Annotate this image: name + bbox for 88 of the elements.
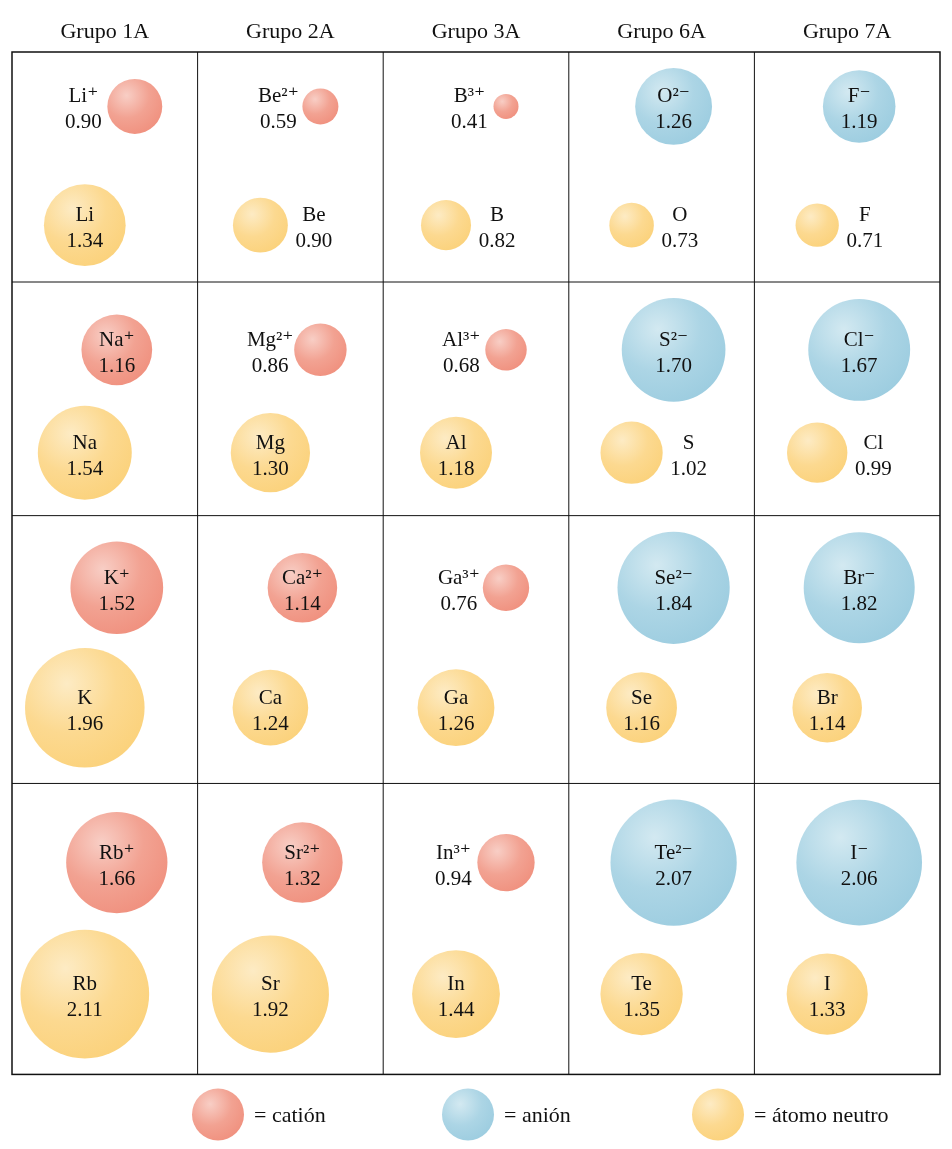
category-label: Sr²⁺ [284, 839, 321, 864]
text: Grupo 3A [431, 18, 521, 43]
data-label: 0.59 [260, 109, 297, 134]
data-label: 1.32 [284, 865, 321, 890]
data-label: 1.52 [98, 590, 136, 615]
data-label: 1.54 [66, 455, 104, 480]
data-label: 1.26 [437, 710, 475, 735]
data-label: 0.82 [478, 228, 516, 253]
category-label: Al³⁺ [442, 326, 481, 351]
category-label: Ga³⁺ [437, 564, 480, 589]
category-label: In³⁺ [435, 839, 471, 864]
category-label: F⁻ [847, 83, 871, 108]
category-label: B³⁺ [453, 83, 486, 108]
text: Grupo 7A [802, 18, 892, 43]
data-label: 0.90 [64, 109, 102, 134]
category-label: Te²⁻ [654, 839, 693, 864]
data-label: 0.76 [440, 590, 478, 615]
category-label: F [859, 202, 871, 227]
data-label: 0.68 [442, 352, 480, 377]
category-label: Se²⁻ [654, 564, 693, 589]
category-label: Rb⁺ [99, 839, 135, 864]
data-label: 1.84 [655, 590, 693, 615]
category-label: K [77, 684, 93, 709]
data-label: 1.16 [623, 710, 660, 735]
category-label: Ga [443, 684, 469, 709]
category-label: Cl [863, 429, 884, 454]
data-label: 1.19 [840, 109, 878, 134]
legend-label: = catión [254, 1102, 326, 1128]
data-label: 2.11 [66, 997, 103, 1022]
data-label: 0.73 [661, 228, 699, 253]
category-label: Mg²⁺ [246, 326, 294, 351]
category-label: Mg [255, 429, 286, 454]
category-label: Li⁺ [68, 83, 99, 108]
text: Grupo 1A [60, 18, 150, 43]
data-label: 0.99 [855, 455, 892, 480]
category-label: Br⁻ [843, 564, 876, 589]
category-label: Rb [72, 971, 98, 996]
data-label: 0.41 [451, 109, 488, 134]
category-label: Se [631, 684, 653, 709]
data-label: 1.44 [437, 997, 475, 1022]
category-label: S²⁻ [659, 326, 689, 351]
data-label: 1.33 [808, 997, 846, 1022]
data-label: 1.24 [252, 710, 290, 735]
data-label: 1.02 [670, 455, 708, 480]
category-label: Sr [261, 971, 280, 996]
category-label: Te [631, 971, 652, 996]
category-label: O²⁻ [657, 83, 690, 108]
data-label: 1.18 [437, 455, 475, 480]
text: Grupo 2A [246, 18, 335, 43]
category-label: I⁻ [850, 839, 869, 864]
data-label: 1.14 [284, 590, 322, 615]
category-label: K⁺ [103, 564, 130, 589]
data-label: 0.71 [846, 228, 884, 253]
category-label: Ca [258, 684, 283, 709]
category-label: Be²⁺ [258, 83, 299, 108]
category-label: Na⁺ [99, 326, 135, 351]
category-label: Cl⁻ [843, 326, 875, 351]
data-label: 0.90 [295, 228, 333, 253]
data-label: 1.70 [655, 352, 692, 377]
category-label: S [682, 429, 695, 454]
data-label: 0.94 [434, 865, 473, 890]
data-label: 1.14 [808, 710, 847, 735]
data-label: 2.07 [655, 865, 692, 890]
category-label: Ca²⁺ [282, 564, 323, 589]
data-label: 1.35 [623, 997, 660, 1022]
category-label: Be [302, 202, 326, 227]
category-label: O [672, 202, 688, 227]
data-label: 1.34 [66, 228, 104, 253]
data-label: 1.30 [252, 455, 289, 480]
category-label: I [823, 971, 831, 996]
data-label: 2.06 [840, 865, 878, 890]
category-label: In [447, 971, 466, 996]
data-label: 0.86 [251, 352, 289, 377]
data-label: 1.82 [840, 590, 878, 615]
data-label: 1.67 [840, 352, 878, 377]
text: Grupo 6A [617, 18, 707, 43]
category-label: Al [445, 429, 467, 454]
legend-label: = átomo neutro [754, 1102, 889, 1128]
data-label: 1.26 [655, 109, 692, 134]
category-label: Li [75, 202, 95, 227]
data-label: 1.16 [98, 352, 136, 377]
category-label: Na [72, 429, 98, 454]
data-label: 1.66 [98, 865, 136, 890]
legend-label: = anión [504, 1102, 571, 1128]
category-label: B [490, 202, 505, 227]
data-label: 1.96 [66, 710, 104, 735]
category-label: Br [816, 684, 838, 709]
data-label: 1.92 [252, 997, 289, 1022]
